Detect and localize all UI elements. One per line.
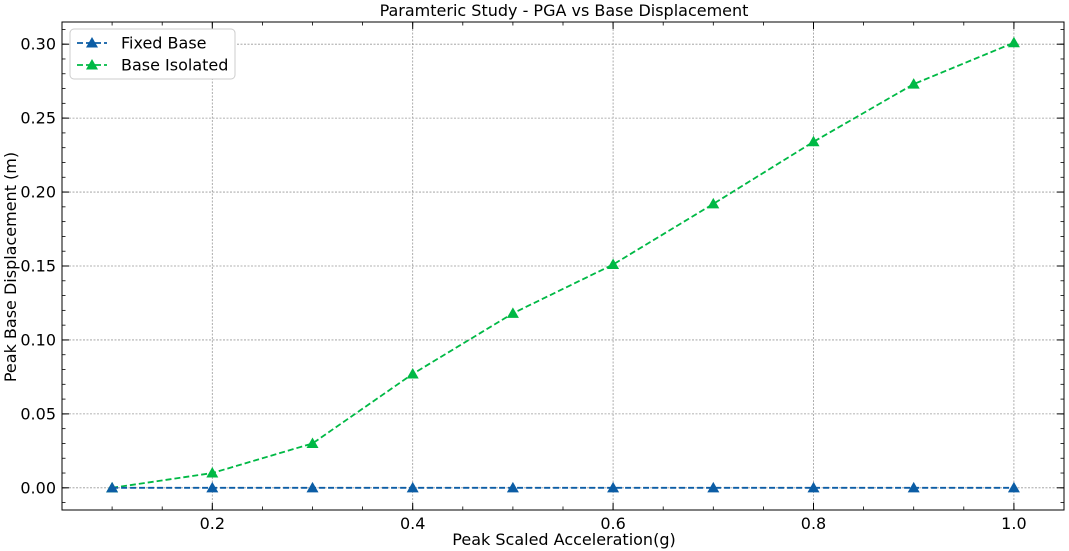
- x-tick-label: 0.4: [400, 514, 425, 533]
- series-line: [111, 41, 1015, 489]
- x-tick-label: 1.0: [1001, 514, 1026, 533]
- legend-swatch-marker: [86, 37, 98, 48]
- legend-swatch-marker: [86, 59, 98, 70]
- grid: [62, 22, 1064, 510]
- y-axis-label: Peak Base Displacement (m): [1, 152, 20, 382]
- data-point-marker: [306, 481, 319, 493]
- data-point-marker: [707, 481, 720, 493]
- axis-ticks: 0.2 0.4 0.6 0.8 1.0 0.00 0.05 0.10 0.15 0.20 0.25 0…: [20, 22, 1064, 533]
- y-tick-label: 0.00: [20, 478, 56, 497]
- data-point-marker: [506, 481, 519, 493]
- data-point-marker: [206, 481, 219, 493]
- y-tick-label: 0.15: [20, 257, 56, 276]
- x-tick-label: 0.6: [600, 514, 625, 533]
- x-tick-label: 0.8: [801, 514, 826, 533]
- data-point-marker: [907, 481, 920, 493]
- data-point-marker: [807, 135, 820, 147]
- y-tick-label: 0.05: [20, 404, 56, 423]
- data-point-marker: [607, 258, 620, 270]
- plot-series: [106, 36, 1020, 493]
- y-tick-label: 0.30: [20, 35, 56, 54]
- legend-label: Base Isolated: [121, 56, 228, 75]
- y-tick-label: 0.10: [20, 330, 56, 349]
- data-point-marker: [1007, 481, 1020, 493]
- legend: Fixed Base Base Isolated: [69, 28, 236, 80]
- chart-title: Paramteric Study - PGA vs Base Displacem…: [380, 1, 749, 20]
- legend-label: Fixed Base: [121, 34, 207, 53]
- data-point-marker: [206, 467, 219, 478]
- data-point-marker: [907, 78, 920, 89]
- data-point-marker: [106, 481, 119, 493]
- data-point-marker: [506, 307, 519, 318]
- data-point-marker: [406, 481, 419, 493]
- data-point-marker: [707, 197, 720, 209]
- x-tick-label: 0.2: [200, 514, 225, 533]
- data-point-marker: [607, 481, 620, 493]
- data-point-marker: [306, 437, 319, 448]
- y-tick-label: 0.20: [20, 183, 56, 202]
- data-point-marker: [807, 481, 820, 493]
- x-axis-label: Peak Scaled Acceleration(g): [452, 530, 675, 549]
- legend-box: [69, 28, 236, 80]
- data-point-marker: [406, 367, 419, 379]
- y-tick-label: 0.25: [20, 109, 56, 128]
- data-point-marker: [1007, 36, 1020, 48]
